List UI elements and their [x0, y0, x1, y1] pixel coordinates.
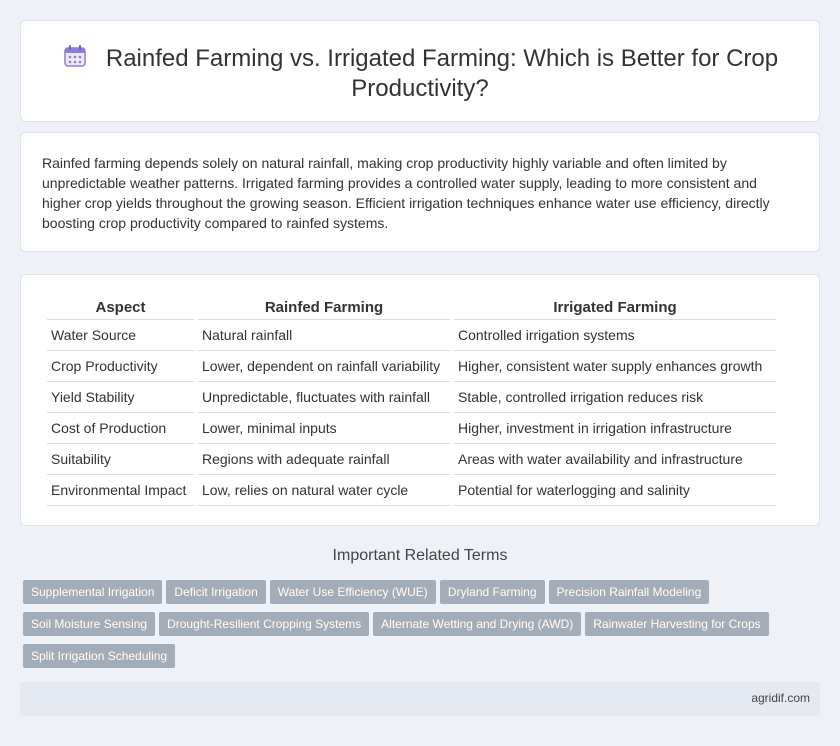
summary-text: Rainfed farming depends solely on natura…	[42, 155, 770, 231]
table-cell-irrigated: Stable, controlled irrigation reduces ri…	[454, 382, 776, 413]
table-row: Crop Productivity Lower, dependent on ra…	[47, 351, 776, 382]
related-terms-heading: Important Related Terms	[332, 547, 508, 564]
related-term-tag[interactable]: Deficit Irrigation	[166, 580, 266, 604]
calendar-icon	[64, 45, 86, 67]
table-cell-rainfed: Lower, dependent on rainfall variability	[198, 351, 450, 382]
related-term-tag[interactable]: Soil Moisture Sensing	[23, 612, 156, 636]
related-term-tag[interactable]: Drought-Resilient Cropping Systems	[159, 612, 370, 636]
table-row: Suitability Regions with adequate rainfa…	[47, 444, 776, 475]
table-cell-rainfed: Natural rainfall	[198, 320, 450, 351]
title-wrap: Rainfed Farming vs. Irrigated Farming: W…	[21, 43, 819, 104]
table-cell-irrigated: Higher, consistent water supply enhances…	[454, 351, 776, 382]
page-title: Rainfed Farming vs. Irrigated Farming: W…	[105, 45, 779, 102]
table-cell-aspect: Yield Stability	[47, 382, 194, 413]
related-terms-list: Supplemental Irrigation Deficit Irrigatio…	[23, 580, 823, 676]
related-term-tag[interactable]: Rainwater Harvesting for Crops	[585, 612, 769, 636]
related-term-tag[interactable]: Precision Rainfall Modeling	[548, 580, 710, 604]
table-cell-rainfed: Unpredictable, fluctuates with rainfall	[198, 382, 450, 413]
table-cell-aspect: Environmental Impact	[47, 475, 194, 506]
table-row: Environmental Impact Low, relies on natu…	[47, 475, 776, 506]
related-term-tag[interactable]: Water Use Efficiency (WUE)	[269, 580, 436, 604]
table-row: Cost of Production Lower, minimal inputs…	[47, 413, 776, 444]
table-cell-aspect: Suitability	[47, 444, 194, 475]
comparison-table: Aspect Rainfed Farming Irrigated Farming…	[43, 299, 780, 506]
table-cell-rainfed: Lower, minimal inputs	[198, 413, 450, 444]
header-card: Rainfed Farming vs. Irrigated Farming: W…	[20, 20, 820, 122]
footer-site-name[interactable]: agridif.com	[751, 691, 810, 705]
footer-bar: agridif.com	[20, 682, 820, 716]
related-term-tag[interactable]: Alternate Wetting and Drying (AWD)	[373, 612, 582, 636]
table-cell-rainfed: Low, relies on natural water cycle	[198, 475, 450, 506]
table-cell-aspect: Cost of Production	[47, 413, 194, 444]
related-term-tag[interactable]: Dryland Farming	[439, 580, 545, 604]
table-cell-aspect: Crop Productivity	[47, 351, 194, 382]
table-row: Water Source Natural rainfall Controlled…	[47, 320, 776, 351]
summary-card: Rainfed farming depends solely on natura…	[20, 132, 820, 252]
table-row: Yield Stability Unpredictable, fluctuate…	[47, 382, 776, 413]
table-cell-aspect: Water Source	[47, 320, 194, 351]
table-cell-irrigated: Areas with water availability and infras…	[454, 444, 776, 475]
table-cell-irrigated: Controlled irrigation systems	[454, 320, 776, 351]
table-header-row: Aspect Rainfed Farming Irrigated Farming	[47, 299, 776, 320]
column-header-rainfed: Rainfed Farming	[198, 299, 450, 320]
related-term-tag[interactable]: Split Irrigation Scheduling	[23, 644, 176, 668]
column-header-aspect: Aspect	[47, 299, 194, 320]
related-term-tag[interactable]: Supplemental Irrigation	[23, 580, 163, 604]
table-cell-irrigated: Higher, investment in irrigation infrast…	[454, 413, 776, 444]
table-cell-rainfed: Regions with adequate rainfall	[198, 444, 450, 475]
comparison-table-card: Aspect Rainfed Farming Irrigated Farming…	[20, 274, 820, 526]
table-cell-irrigated: Potential for waterlogging and salinity	[454, 475, 776, 506]
column-header-irrigated: Irrigated Farming	[454, 299, 776, 320]
